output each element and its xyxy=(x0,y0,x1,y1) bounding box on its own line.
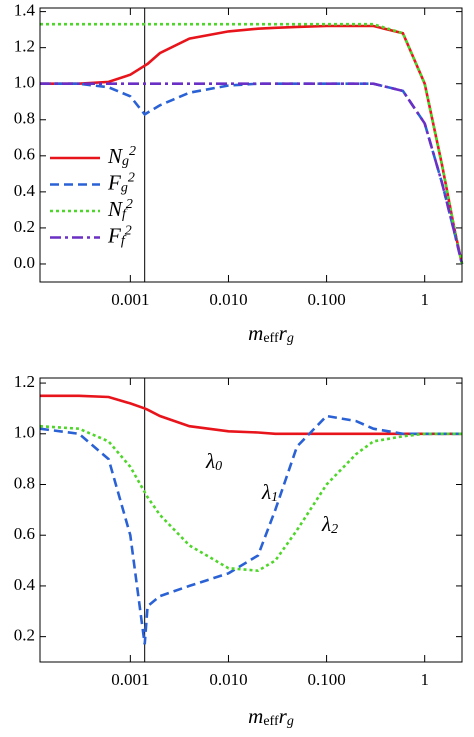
y-tick-label: 1.2 xyxy=(14,37,35,56)
y-tick-label: 0.2 xyxy=(14,626,35,645)
x-tick-label: 1 xyxy=(420,670,429,689)
curve-label: λ2 xyxy=(321,512,338,538)
series-line xyxy=(40,24,464,265)
y-tick-label: 0.8 xyxy=(14,473,35,492)
legend-label: Ng2 xyxy=(107,144,136,170)
curve-label: λ1 xyxy=(261,480,278,506)
x-axis-label: meffrg xyxy=(248,321,294,347)
legend-label: Fg2 xyxy=(107,170,135,196)
y-tick-label: 1.2 xyxy=(14,372,35,391)
y-tick-label: 0.6 xyxy=(14,524,35,543)
x-tick-label: 0.001 xyxy=(111,290,149,309)
y-tick-label: 1.0 xyxy=(14,423,35,442)
plot-frame xyxy=(39,377,463,663)
legend-label: Ff2 xyxy=(107,223,132,249)
y-tick-label: 0.4 xyxy=(14,575,36,594)
x-tick-label: 0.100 xyxy=(307,670,345,689)
plot-frame xyxy=(39,7,463,283)
series-line xyxy=(40,22,464,265)
series-line xyxy=(39,414,462,645)
y-tick-label: 1.4 xyxy=(14,1,36,20)
series-line xyxy=(40,82,464,265)
y-tick-label: 0.0 xyxy=(14,253,35,272)
series-line xyxy=(40,82,464,265)
y-tick-label: 0.8 xyxy=(14,109,35,128)
x-tick-label: 0.001 xyxy=(111,670,149,689)
y-tick-label: 0.4 xyxy=(14,181,36,200)
y-tick-label: 1.0 xyxy=(14,73,35,92)
x-tick-label: 1 xyxy=(420,290,429,309)
legend-label: Nf2 xyxy=(107,197,133,223)
y-tick-label: 0.6 xyxy=(14,145,35,164)
series-line xyxy=(39,424,462,573)
x-tick-label: 0.010 xyxy=(209,670,247,689)
curve-label: λ0 xyxy=(205,449,222,475)
series-line xyxy=(40,394,462,436)
x-tick-label: 0.100 xyxy=(307,290,345,309)
x-axis-label: meffrg xyxy=(248,704,294,730)
x-tick-label: 0.010 xyxy=(209,290,247,309)
y-tick-label: 0.2 xyxy=(14,217,35,236)
